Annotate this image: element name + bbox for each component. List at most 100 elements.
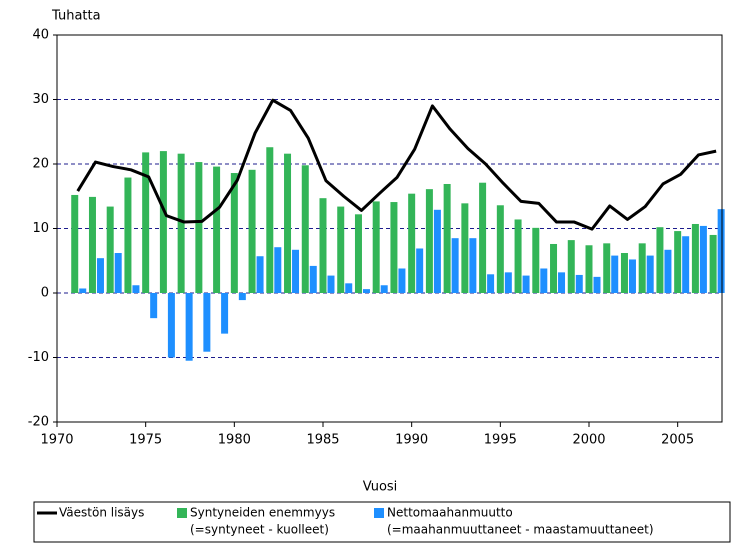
bar xyxy=(433,209,441,293)
x-tick-label: 2005 xyxy=(661,433,694,448)
bar xyxy=(132,285,140,293)
bar xyxy=(674,231,682,293)
bar xyxy=(540,268,548,293)
bar xyxy=(372,201,380,293)
bar xyxy=(362,289,370,293)
bar xyxy=(496,205,504,293)
bar xyxy=(266,147,274,293)
bar xyxy=(628,259,636,293)
bar xyxy=(274,247,282,293)
bar xyxy=(213,166,221,293)
legend: Väestön lisäys Syntyneiden enemmyys (=synt… xyxy=(37,506,654,537)
y-tick-label: 30 xyxy=(32,92,49,107)
bar xyxy=(159,151,167,293)
bar xyxy=(699,225,707,293)
bar xyxy=(248,169,256,293)
bar xyxy=(106,206,114,293)
legend-swatch xyxy=(374,508,384,518)
x-tick-label: 1980 xyxy=(218,433,251,448)
bar xyxy=(390,202,398,293)
legend-label: Väestön lisäys xyxy=(59,506,144,520)
y-tick-label: -20 xyxy=(28,415,49,430)
bar xyxy=(319,198,327,293)
x-axis-title: Vuosi xyxy=(363,480,398,495)
legend-label: Syntyneiden enemmyys xyxy=(190,506,335,520)
bar xyxy=(327,275,335,293)
bar xyxy=(416,248,424,293)
bar xyxy=(177,153,185,293)
bar xyxy=(79,288,87,293)
bar xyxy=(709,234,717,293)
bar xyxy=(611,255,619,293)
y-axis-title: Tuhatta xyxy=(51,9,101,24)
bar xyxy=(142,152,150,293)
bar xyxy=(682,236,690,293)
bar xyxy=(292,249,300,293)
bar xyxy=(124,177,132,293)
bar xyxy=(567,240,575,293)
bar xyxy=(345,283,353,293)
bar xyxy=(408,193,416,293)
bar xyxy=(71,194,79,293)
bar xyxy=(337,206,345,293)
bar xyxy=(691,223,699,293)
bar xyxy=(664,249,672,293)
bar xyxy=(603,243,611,293)
bar xyxy=(479,182,487,293)
legend-note: (=syntyneet - kuolleet) xyxy=(190,523,329,537)
bar xyxy=(504,272,512,293)
bar xyxy=(114,253,122,293)
x-tick-label: 1990 xyxy=(395,433,428,448)
bar xyxy=(717,209,725,293)
bar xyxy=(522,275,530,293)
legend-label: Nettomaahanmuutto xyxy=(387,506,513,520)
x-tick-label: 2000 xyxy=(572,433,605,448)
bar xyxy=(230,173,238,293)
y-tick-label: 10 xyxy=(32,221,49,236)
x-tick-label: 1970 xyxy=(40,433,73,448)
bar xyxy=(150,293,158,319)
bar xyxy=(469,238,477,293)
bar xyxy=(88,196,96,293)
legend-note: (=maahanmuuttaneet - maastamuuttaneet) xyxy=(387,523,654,537)
bar xyxy=(656,227,664,293)
bar xyxy=(185,293,193,361)
y-tick-label: 40 xyxy=(32,28,49,43)
plot-border xyxy=(56,34,723,423)
bar xyxy=(461,203,469,293)
bar xyxy=(558,272,566,293)
bar xyxy=(620,253,628,293)
bar xyxy=(221,293,229,334)
bar xyxy=(96,258,104,293)
bar xyxy=(238,293,246,301)
bar xyxy=(284,153,292,293)
bar xyxy=(487,274,495,293)
bar xyxy=(354,214,362,293)
y-tick-label: 20 xyxy=(32,157,49,172)
x-tick-label: 1985 xyxy=(306,433,339,448)
bar xyxy=(646,255,654,293)
y-tick-label: -10 xyxy=(28,350,49,365)
bar xyxy=(203,293,211,352)
bar xyxy=(514,219,522,293)
y-tick-label: 0 xyxy=(41,286,49,301)
legend-box xyxy=(33,501,731,543)
x-tick-label: 1995 xyxy=(484,433,517,448)
bar xyxy=(451,238,459,293)
bar xyxy=(256,256,264,293)
bar xyxy=(380,285,388,293)
line xyxy=(76,98,717,231)
bar xyxy=(309,265,317,293)
x-tick-label: 1975 xyxy=(129,433,162,448)
bar xyxy=(638,243,646,293)
bar xyxy=(593,276,601,293)
bar xyxy=(167,293,175,358)
bar xyxy=(575,274,583,293)
bar xyxy=(425,189,433,293)
bar xyxy=(301,165,309,293)
bar xyxy=(398,268,406,293)
bar xyxy=(195,162,203,293)
bar xyxy=(585,245,593,293)
bar xyxy=(532,227,540,293)
